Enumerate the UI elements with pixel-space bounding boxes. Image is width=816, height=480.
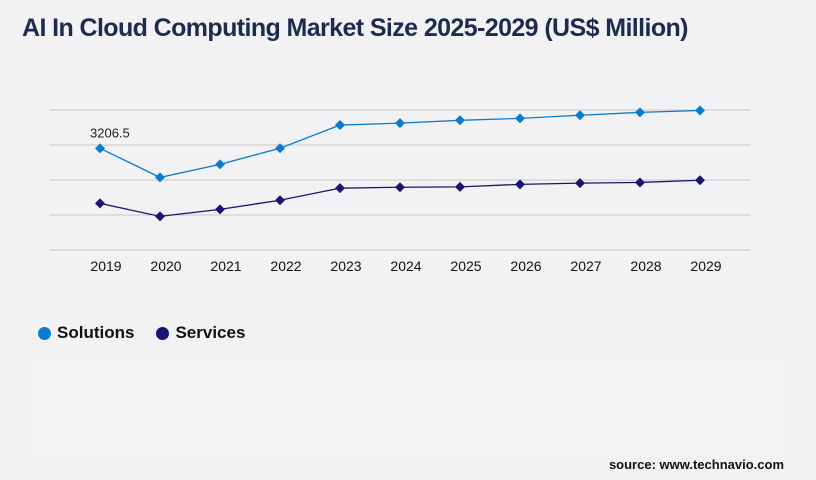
data-point-solutions-2026 [515, 113, 525, 124]
legend: Solutions Services [38, 323, 245, 343]
data-point-solutions-2029 [695, 105, 705, 116]
data-point-services-2024 [395, 182, 405, 193]
x-tick-label: 2025 [450, 258, 481, 274]
data-point-services-2023 [335, 183, 345, 194]
x-tick-label: 2021 [210, 258, 241, 274]
data-point-solutions-2028 [635, 107, 645, 118]
data-point-services-2028 [635, 177, 645, 188]
data-point-services-2029 [695, 175, 705, 186]
data-point-solutions-2021 [215, 159, 225, 170]
legend-item-services[interactable]: Services [156, 323, 245, 343]
data-point-services-2025 [455, 181, 465, 192]
data-point-solutions-2020 [155, 172, 165, 183]
x-tick-label: 2020 [150, 258, 181, 274]
data-point-services-2027 [575, 178, 585, 189]
legend-label: Services [175, 323, 246, 342]
data-point-solutions-2025 [455, 115, 465, 126]
x-tick-label: 2029 [690, 258, 721, 274]
x-tick-label: 2027 [570, 258, 601, 274]
footer-panel [32, 360, 786, 455]
x-tick-label: 2022 [270, 258, 301, 274]
source-text: source: www.technavio.com [608, 457, 784, 472]
data-point-services-2019 [95, 198, 105, 209]
data-point-solutions-2024 [395, 118, 405, 129]
chart-title: AI In Cloud Computing Market Size 2025-2… [22, 14, 689, 42]
data-point-services-2021 [215, 204, 225, 215]
data-point-services-2026 [515, 179, 525, 190]
data-point-services-2022 [275, 195, 285, 206]
data-point-services-2020 [155, 211, 165, 222]
solutions-marker-icon [38, 326, 51, 340]
legend-label: Solutions [57, 323, 135, 342]
x-tick-label: 2024 [390, 258, 421, 274]
x-tick-label: 2026 [510, 258, 541, 274]
data-point-solutions-2022 [275, 143, 285, 154]
x-tick-label: 2023 [330, 258, 361, 274]
data-point-solutions-2027 [575, 110, 585, 121]
services-marker-icon [156, 326, 170, 340]
legend-item-solutions[interactable]: Solutions [38, 323, 134, 343]
data-point-solutions-2023 [335, 120, 345, 131]
x-tick-label: 2019 [90, 258, 121, 274]
data-label: 3206.5 [90, 125, 130, 140]
data-point-solutions-2019 [95, 143, 105, 154]
x-tick-label: 2028 [630, 258, 661, 274]
